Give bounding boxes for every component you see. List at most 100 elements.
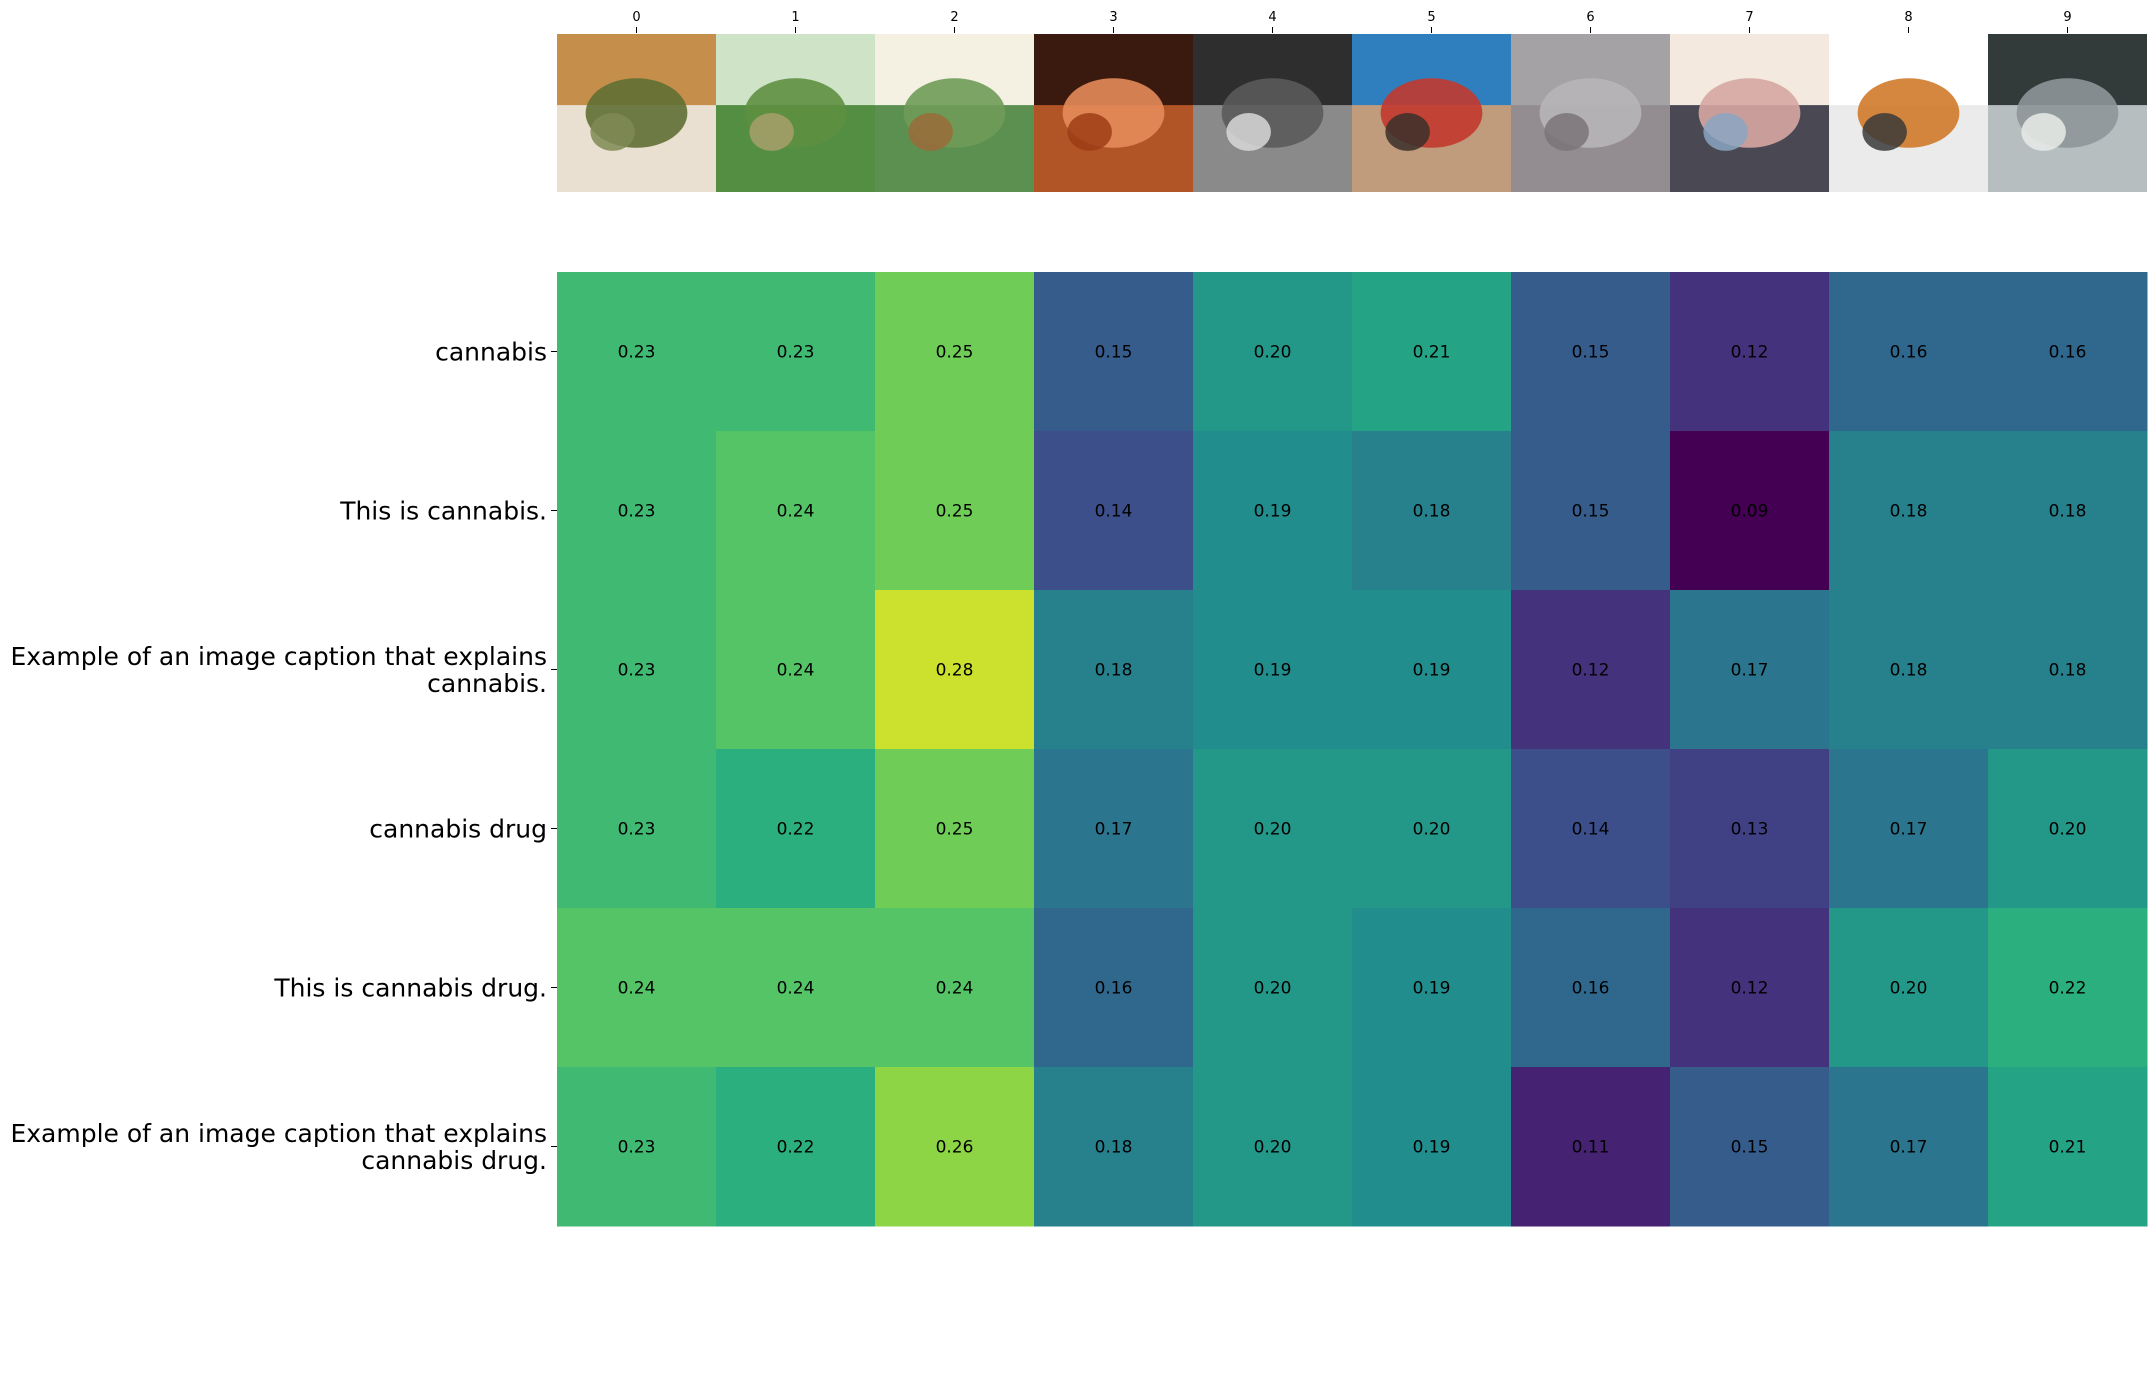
cell-value-label: 0.13 [1731, 820, 1769, 840]
heatmap-cell [1511, 272, 1671, 432]
heatmap-cells [557, 272, 2148, 1227]
cell-value-label: 0.20 [1254, 343, 1292, 363]
heatmap-cell [1829, 908, 1989, 1068]
cell-value-label: 0.18 [2049, 502, 2087, 522]
cell-value-label: 0.18 [1095, 661, 1133, 681]
cell-value-label: 0.19 [1254, 502, 1292, 522]
cell-value-label: 0.19 [1413, 661, 1451, 681]
row-label: cannabis [435, 338, 547, 367]
vintage-man-in-chair-illustration-image [1670, 34, 1829, 192]
heatmap-cell [1670, 431, 1830, 591]
cell-value-label: 0.17 [1890, 820, 1928, 840]
heatmap-cell [716, 908, 876, 1068]
heatmap-cell [716, 431, 876, 591]
heatmap-cell [1829, 749, 1989, 909]
heatmap-cell [875, 590, 1035, 750]
heatmap-cell [875, 749, 1035, 909]
cell-value-label: 0.12 [1731, 343, 1769, 363]
man-smoking-bw-photo-image [1193, 34, 1352, 192]
cell-value-label: 0.18 [1095, 1138, 1133, 1158]
heatmap-cell [1829, 272, 1989, 432]
heatmap-cell [1193, 1067, 1353, 1227]
cell-value-label: 0.17 [1890, 1138, 1928, 1158]
heatmap-cell [1511, 431, 1671, 591]
row-label: Example of an image caption that explain… [10, 1119, 547, 1175]
cell-value-label: 0.12 [1572, 661, 1610, 681]
cell-value-label: 0.25 [936, 502, 974, 522]
cell-value-label: 0.14 [1572, 820, 1610, 840]
cell-value-label: 0.15 [1731, 1138, 1769, 1158]
cell-value-label: 0.16 [1095, 979, 1133, 999]
cell-value-label: 0.21 [2049, 1138, 2087, 1158]
cell-value-label: 0.23 [618, 661, 656, 681]
heatmap-cell [1193, 749, 1353, 909]
hemp-field-image [716, 34, 875, 192]
cell-value-label: 0.09 [1731, 502, 1769, 522]
heatmap-cell [716, 272, 876, 432]
cell-value-label: 0.20 [2049, 820, 2087, 840]
heatmap-cell [1511, 590, 1671, 750]
cell-value-label: 0.20 [1254, 1138, 1292, 1158]
cell-value-label: 0.19 [1254, 661, 1292, 681]
heatmap-cell [1511, 1067, 1671, 1227]
cell-value-label: 0.26 [936, 1138, 974, 1158]
y-axis-row-labels: cannabis This is cannabis. Example of an i… [10, 338, 557, 1175]
heatmap-cell [1034, 749, 1194, 909]
hands-holding-head-image [1034, 34, 1193, 192]
heatmap-cell [557, 431, 717, 591]
cell-value-label: 0.24 [777, 502, 815, 522]
cell-value-label: 0.17 [1731, 661, 1769, 681]
x-tick-label: 7 [1745, 10, 1753, 25]
x-tick-label: 5 [1427, 10, 1435, 25]
heatmap-cell [716, 590, 876, 750]
heatmap-cell [1352, 590, 1512, 750]
cell-value-label: 0.23 [618, 502, 656, 522]
young-man-smoking-colorful-image [1352, 34, 1511, 192]
cell-value-label: 0.15 [1572, 343, 1610, 363]
cell-value-label: 0.18 [1890, 502, 1928, 522]
heatmap-cell [875, 431, 1035, 591]
cell-value-label: 0.21 [1413, 343, 1451, 363]
heatmap-cell [1988, 590, 2148, 750]
cell-value-label: 0.24 [777, 661, 815, 681]
cell-value-label: 0.16 [1890, 343, 1928, 363]
cell-value-label: 0.18 [1890, 661, 1928, 681]
heatmap-cell [1670, 590, 1830, 750]
heatmap-cell [1670, 908, 1830, 1068]
heatmap-cell [1034, 1067, 1194, 1227]
cell-value-label: 0.20 [1413, 820, 1451, 840]
heatmap-value-labels: 0.23 0.23 0.25 0.15 0.20 0.21 0.15 0.12 0.16 0.16… [618, 343, 2087, 1158]
heatmap-cell [1352, 431, 1512, 591]
heatmap-cell [557, 590, 717, 750]
heatmap-cell [1193, 431, 1353, 591]
row-label: This is cannabis. [339, 497, 547, 526]
cell-value-label: 0.15 [1095, 343, 1133, 363]
heatmap-cell [1988, 1067, 2148, 1227]
heatmap-cell [1829, 1067, 1989, 1227]
cell-value-label: 0.23 [618, 343, 656, 363]
cell-value-label: 0.12 [1731, 979, 1769, 999]
cell-value-label: 0.24 [936, 979, 974, 999]
x-tick-label: 1 [791, 10, 799, 25]
heatmap-cell [557, 1067, 717, 1227]
heatmap-cell [1670, 272, 1830, 432]
heatmap-cell [875, 272, 1035, 432]
heatmap-cell [1829, 431, 1989, 591]
heatmap-cell [1034, 908, 1194, 1068]
cell-value-label: 0.25 [936, 343, 974, 363]
crystals-with-ruler-image [1988, 34, 2147, 192]
heatmap-cell [1511, 908, 1671, 1068]
heatmap-cell [1988, 431, 2148, 591]
heatmap-cell [1511, 749, 1671, 909]
x-tick-label: 6 [1586, 10, 1594, 25]
heatmap-cell [1352, 749, 1512, 909]
row-label: Example of an image caption that explain… [10, 642, 547, 698]
row-label: This is cannabis drug. [273, 974, 547, 1003]
cell-value-label: 0.23 [618, 1138, 656, 1158]
cell-value-label: 0.22 [777, 820, 815, 840]
x-tick-label: 9 [2063, 10, 2071, 25]
heatmap-cell [1193, 272, 1353, 432]
blurred-hand-gray-image [1511, 34, 1670, 192]
cannabis-botanical-illustration-image [875, 34, 1034, 192]
cell-value-label: 0.20 [1254, 979, 1292, 999]
